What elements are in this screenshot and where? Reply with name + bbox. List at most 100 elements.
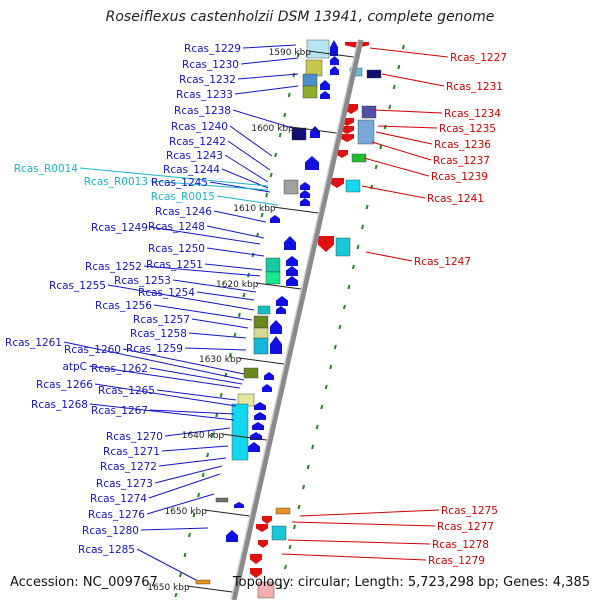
gene-feature — [265, 257, 281, 273]
leader-line — [154, 465, 223, 484]
track-tick — [324, 384, 328, 390]
leader-line — [196, 291, 255, 301]
kbp-tick-label: 1650 kbp — [165, 507, 208, 517]
genome-title: Roseiflexus castenholzii DSM 13941, comp… — [105, 9, 495, 25]
left-gene-label: Rcas_1238 — [174, 105, 231, 117]
leader-line — [281, 553, 427, 561]
kbp-tick-label: 1650 kbp — [147, 583, 190, 593]
leader-line — [156, 389, 237, 401]
gene-arrow — [330, 56, 339, 65]
gene-arrow — [234, 502, 244, 508]
leader-line — [140, 527, 209, 531]
gene-feature — [243, 367, 259, 379]
leader-line — [237, 73, 299, 80]
left-gene-label: Rcas_1255 — [49, 280, 106, 292]
track-tick — [269, 172, 273, 178]
leader-line — [88, 365, 241, 389]
right-gene-label: Rcas_1241 — [427, 193, 484, 205]
gene-feature — [306, 39, 330, 59]
leader-line — [369, 47, 449, 58]
gene-arrow — [250, 568, 262, 578]
left-gene-label: Rcas_1252 — [85, 261, 142, 273]
gene-feature — [361, 105, 377, 119]
right-gene-label: Rcas_1227 — [450, 52, 507, 64]
track-tick — [361, 224, 365, 230]
track-tick — [260, 212, 264, 218]
track-tick — [219, 392, 223, 398]
gene-feature — [305, 59, 323, 77]
gene-feature — [275, 507, 291, 515]
left-gene-label: Rcas_1257 — [133, 314, 190, 326]
genome-backbone-highlight — [230, 39, 359, 600]
left-gene-label: Rcas_1232 — [179, 74, 236, 86]
track-tick — [174, 592, 178, 598]
gene-feature — [283, 179, 299, 195]
left-gene-label: Rcas_1249 — [91, 222, 148, 234]
left-gene-label: Rcas_1248 — [148, 221, 205, 233]
left-gene-label: Rcas_1259 — [126, 343, 183, 355]
kbp-tick-label: 1630 kbp — [199, 355, 242, 365]
gene-arrow — [226, 530, 238, 542]
track-tick — [283, 112, 287, 118]
track-tick — [365, 204, 369, 210]
leader-line — [148, 473, 221, 499]
gene-feature — [366, 69, 382, 79]
gene-arrow — [318, 236, 334, 252]
gene-feature — [345, 179, 361, 193]
gene-arrow — [286, 276, 298, 286]
track-tick — [306, 464, 310, 470]
left-gene-label: Rcas_1250 — [148, 243, 205, 255]
gene-arrow — [305, 156, 319, 170]
leader-line — [79, 167, 269, 187]
leader-line — [206, 225, 265, 239]
right-gene-label: Rcas_1275 — [441, 505, 498, 517]
gene-feature — [271, 525, 287, 541]
leader-line — [122, 348, 245, 375]
left-gene-label: Rcas_1274 — [90, 493, 147, 505]
left-gene-label: Rcas_1270 — [106, 431, 163, 443]
left-gene-label: Rcas_1258 — [130, 328, 187, 340]
gene-arrow — [276, 296, 288, 306]
left-gene-label: Rcas_1251 — [146, 259, 203, 271]
track-tick — [178, 572, 182, 578]
track-tick — [274, 152, 278, 158]
gene-feature — [265, 271, 281, 285]
track-tick — [237, 312, 241, 318]
leader-line — [209, 181, 271, 193]
track-tick — [401, 44, 405, 50]
left-gene-label: Rcas_1266 — [36, 379, 93, 391]
gene-feature — [335, 237, 351, 257]
left-gene-label: Rcas_1229 — [184, 43, 241, 55]
track-tick — [201, 472, 205, 478]
track-tick — [333, 344, 337, 350]
track-tick — [297, 504, 301, 510]
left-gene-label: Rcas_1253 — [114, 275, 171, 287]
rna-gene-label: Rcas_R0015 — [151, 191, 215, 203]
gene-arrow — [300, 182, 310, 190]
leader-line — [188, 332, 247, 339]
gene-arrow — [248, 442, 260, 452]
left-gene-label: Rcas_1246 — [155, 206, 212, 218]
left-gene-label: Rcas_1267 — [91, 405, 148, 417]
right-gene-label: Rcas_1239 — [431, 171, 488, 183]
gene-arrow — [254, 402, 266, 410]
track-tick — [311, 444, 315, 450]
track-tick — [192, 512, 196, 518]
track-tick — [296, 52, 300, 58]
leader-line — [224, 154, 269, 183]
leader-line — [107, 284, 255, 311]
gene-arrow — [264, 372, 274, 380]
right-gene-label: Rcas_1237 — [433, 155, 490, 167]
gene-arrow — [330, 40, 338, 56]
track-tick — [342, 304, 346, 310]
gene-feature — [215, 497, 229, 503]
track-tick — [251, 252, 255, 258]
leader-line — [299, 509, 440, 517]
leader-line — [240, 57, 299, 65]
leader-line — [94, 383, 237, 407]
leader-line — [381, 73, 445, 87]
kbp-tick-label: 1590 kbp — [269, 48, 312, 58]
leader-line — [287, 539, 431, 545]
track-tick — [379, 144, 383, 150]
track-tick — [356, 244, 360, 250]
